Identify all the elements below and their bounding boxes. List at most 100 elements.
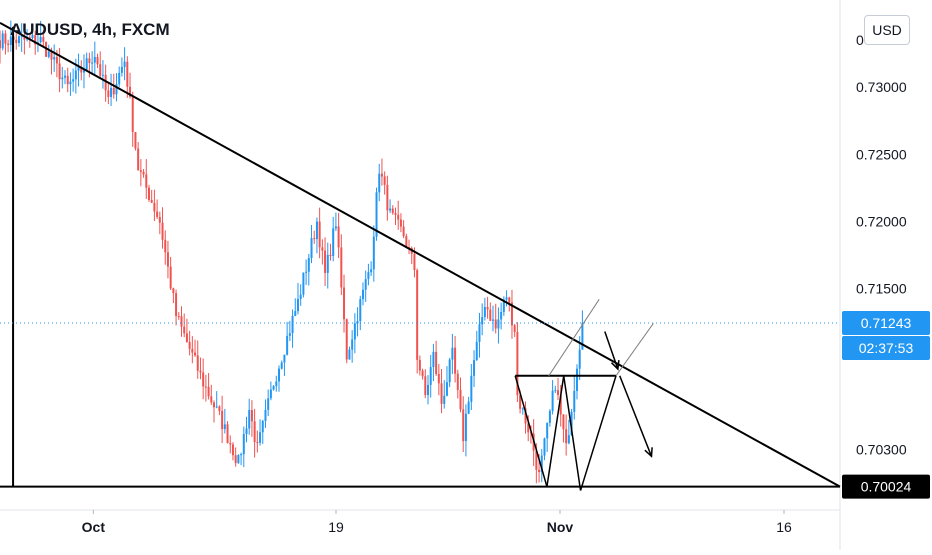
- candle-body: [356, 321, 359, 324]
- candle-body: [305, 271, 308, 273]
- candle-body: [139, 170, 142, 172]
- candle-body: [567, 435, 570, 444]
- candle-body: [475, 341, 478, 361]
- candle-body: [61, 77, 64, 80]
- candle-body: [199, 370, 202, 373]
- candle-body: [77, 67, 80, 71]
- candle-body: [69, 81, 72, 85]
- candle-body: [23, 36, 26, 40]
- candle-body: [158, 216, 161, 223]
- candle-body: [513, 325, 516, 333]
- candle-body: [524, 408, 527, 424]
- support-price-tag-bg: [842, 474, 930, 499]
- candle-body: [145, 174, 148, 188]
- candle-body: [378, 173, 381, 193]
- candle-body: [88, 58, 91, 64]
- candle-body: [332, 228, 335, 257]
- candle-body: [31, 35, 34, 39]
- candle-body: [166, 252, 169, 267]
- candle-body: [443, 395, 446, 404]
- candle-body: [551, 390, 554, 411]
- candle-body: [299, 294, 302, 299]
- x-tick-label: Oct: [82, 519, 106, 535]
- candle-body: [492, 319, 495, 321]
- descending-trendline[interactable]: [0, 21, 841, 488]
- candle-body: [426, 384, 429, 395]
- candle-body: [183, 326, 186, 334]
- candle-body: [391, 208, 394, 213]
- candle-body: [329, 254, 332, 257]
- pattern-leg[interactable]: [546, 375, 565, 487]
- candle-body: [120, 66, 123, 73]
- x-tick-label: 19: [328, 519, 344, 535]
- candle-body: [291, 315, 294, 334]
- down-arrow-head: [610, 360, 620, 371]
- candle-body: [107, 90, 110, 97]
- candle-body: [383, 176, 386, 185]
- candle-body: [405, 236, 408, 248]
- candle-body: [164, 239, 167, 253]
- pattern-leg[interactable]: [562, 375, 582, 491]
- candle-body: [72, 79, 75, 82]
- candle-body: [519, 395, 522, 409]
- candle-body: [367, 272, 370, 280]
- candle-body: [150, 199, 153, 203]
- down-arrow[interactable]: [619, 375, 653, 457]
- candle-body: [464, 413, 467, 442]
- candle-body: [47, 51, 50, 57]
- candle-body: [296, 298, 299, 312]
- candle-body: [161, 222, 164, 240]
- down-arrow[interactable]: [604, 331, 619, 370]
- candle-body: [351, 339, 354, 350]
- candle-body: [394, 212, 397, 215]
- candle-body: [275, 381, 278, 387]
- candle-body: [418, 359, 421, 371]
- candle-body: [386, 184, 389, 211]
- candle-body: [340, 247, 343, 288]
- candle-body: [380, 173, 383, 177]
- channel-line[interactable]: [615, 323, 654, 377]
- candle-body: [240, 454, 243, 456]
- candle-body: [473, 360, 476, 376]
- candle-body: [129, 86, 132, 97]
- candle-body: [99, 64, 102, 76]
- candle-body: [253, 421, 256, 443]
- candle-body: [212, 402, 215, 408]
- candle-body: [280, 362, 283, 369]
- candle-body: [58, 63, 61, 80]
- candle-body: [535, 450, 538, 470]
- y-tick-label: 0.72500: [856, 146, 907, 162]
- pattern-leg[interactable]: [579, 375, 617, 491]
- candle-body: [4, 33, 7, 44]
- currency-button[interactable]: USD: [864, 15, 910, 45]
- y-tick-label: 0: [856, 32, 864, 48]
- candle-body: [242, 434, 245, 455]
- candle-body: [462, 409, 465, 442]
- current-price-tag-bg: [842, 311, 930, 336]
- candle-body: [486, 307, 489, 310]
- candle-body: [261, 420, 264, 433]
- candle-body: [440, 383, 443, 404]
- candle-body: [131, 96, 134, 132]
- channel-line[interactable]: [548, 299, 600, 377]
- countdown-tag-bg: [842, 336, 930, 361]
- candle-body: [229, 442, 232, 445]
- pattern-leg[interactable]: [514, 375, 548, 487]
- candle-body: [39, 36, 42, 43]
- candle-body: [50, 51, 53, 60]
- candle-body: [223, 424, 226, 430]
- candle-body: [245, 428, 248, 435]
- candle-body: [126, 61, 129, 87]
- candle-body: [372, 236, 375, 270]
- candle-body: [188, 341, 191, 349]
- candle-body: [321, 247, 324, 251]
- candle-body: [110, 87, 113, 97]
- candle-body: [402, 226, 405, 237]
- candle-body: [348, 349, 351, 360]
- candle-body: [470, 375, 473, 402]
- candle-body: [324, 250, 327, 273]
- candle-body: [269, 389, 272, 399]
- candle-body: [202, 372, 205, 387]
